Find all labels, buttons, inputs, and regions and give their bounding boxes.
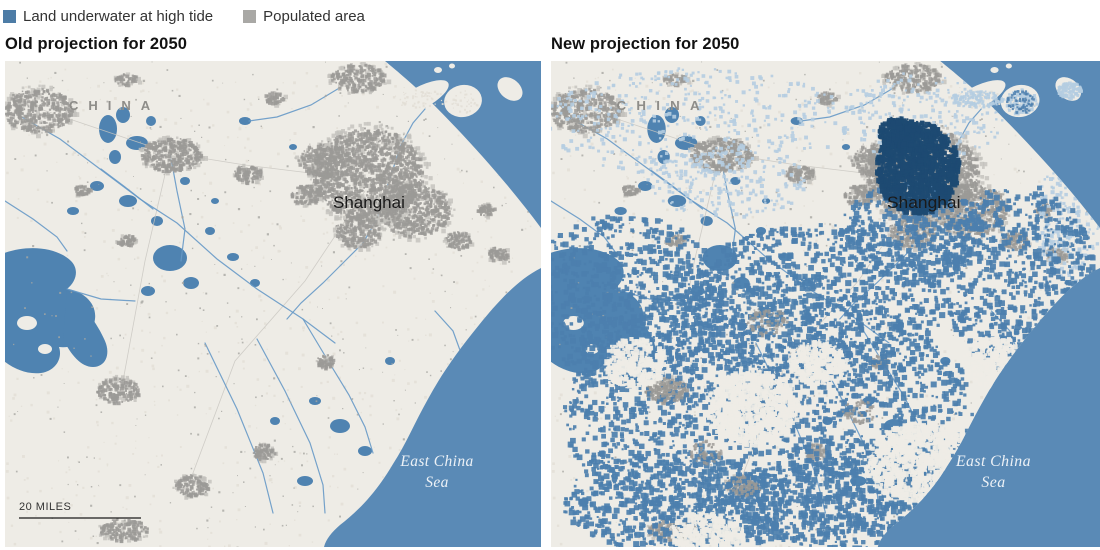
legend-item-underwater: Land underwater at high tide [3,8,213,25]
populated-label: Populated area [263,8,365,25]
legend: Land underwater at high tide Populated a… [0,0,1100,27]
legend-item-populated: Populated area [243,8,365,25]
scale-bar: 20 MILES [19,501,141,519]
map-old-projection: CHINA Shanghai East China Sea 20 MILES [5,61,541,547]
sea-label-line1: East China [955,453,1031,470]
panel-titles: Old projection for 2050 New projection f… [0,27,1100,61]
country-label: CHINA [69,98,160,113]
sea-label-line1: East China [399,453,473,470]
city-label: Shanghai [333,193,405,212]
city-label: Shanghai [887,192,961,212]
map-new-projection: CHINA Shanghai East China Sea [551,61,1100,547]
scale-label: 20 MILES [19,501,71,513]
new-projection-title: New projection for 2050 [551,35,1100,54]
country-label: CHINA [617,98,710,113]
sea-label-line2: Sea [425,474,449,491]
sea-label-line2: Sea [981,474,1005,491]
underwater-label: Land underwater at high tide [23,8,213,25]
underwater-swatch [3,9,16,23]
populated-swatch [243,9,257,23]
old-projection-title: Old projection for 2050 [5,35,551,54]
map-area: CHINA Shanghai East China Sea 20 MILES C… [0,61,1100,547]
